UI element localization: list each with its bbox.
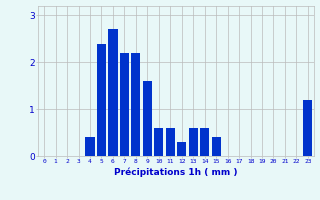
X-axis label: Précipitations 1h ( mm ): Précipitations 1h ( mm )	[114, 167, 238, 177]
Bar	[108, 29, 117, 156]
Bar	[166, 128, 175, 156]
Bar	[177, 142, 186, 156]
Bar	[212, 137, 221, 156]
Bar	[97, 44, 106, 156]
Bar	[131, 53, 140, 156]
Bar	[120, 53, 129, 156]
Bar	[143, 81, 152, 156]
Bar	[303, 100, 312, 156]
Bar	[200, 128, 209, 156]
Bar	[188, 128, 198, 156]
Bar	[154, 128, 164, 156]
Bar	[85, 137, 95, 156]
